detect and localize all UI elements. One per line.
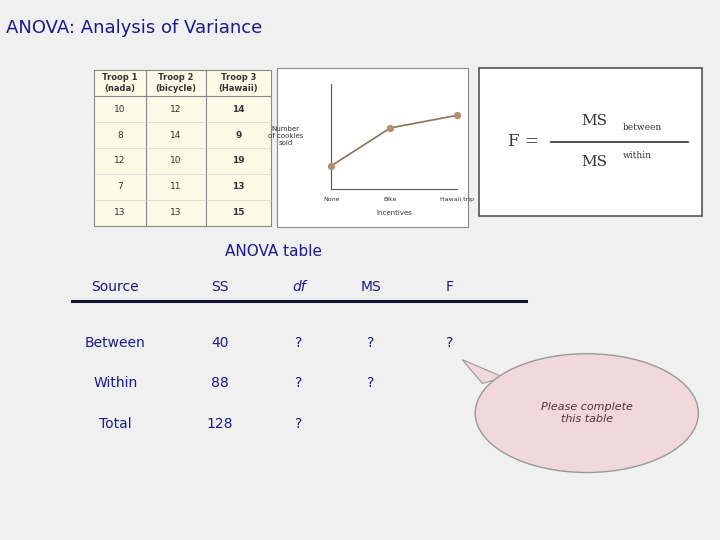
Text: 128: 128 [207,417,233,431]
Point [325,161,337,170]
Text: Hawaii trip: Hawaii trip [440,197,474,202]
Text: 12: 12 [114,157,125,165]
Text: 19: 19 [232,157,245,165]
Text: 13: 13 [232,183,245,191]
Text: F: F [446,280,454,294]
Text: Bike: Bike [384,197,397,202]
Text: 11: 11 [171,183,181,191]
Text: Incentives: Incentives [377,210,412,215]
Text: Troop 1
(nada): Troop 1 (nada) [102,73,138,93]
Text: ?: ? [295,336,302,350]
Text: ?: ? [295,376,302,390]
Text: 9: 9 [235,131,241,139]
Text: 14: 14 [232,105,245,113]
Text: ?: ? [367,336,374,350]
Text: Troop 3
(Hawaii): Troop 3 (Hawaii) [218,73,258,93]
Text: ANOVA table: ANOVA table [225,244,322,259]
Text: 7: 7 [117,183,122,191]
Text: MS: MS [361,280,381,294]
Text: 88: 88 [211,376,228,390]
Text: MS: MS [581,156,607,169]
Text: Within: Within [93,376,138,390]
Text: 13: 13 [171,208,181,217]
Text: ?: ? [295,417,302,431]
FancyBboxPatch shape [479,68,702,216]
Text: ANOVA: Analysis of Variance: ANOVA: Analysis of Variance [6,19,262,37]
Text: F =: F = [508,133,539,150]
Text: within: within [623,151,652,160]
Text: 40: 40 [211,336,228,350]
Text: 14: 14 [171,131,181,139]
Point [451,111,463,120]
Text: SS: SS [211,280,228,294]
Text: Please complete
this table: Please complete this table [541,402,633,424]
Text: MS: MS [581,114,607,128]
Point [384,124,396,132]
Text: 10: 10 [114,105,125,113]
Text: df: df [292,280,305,294]
Text: Troop 2
(bicycle): Troop 2 (bicycle) [156,73,197,93]
Polygon shape [462,360,504,383]
Text: Total: Total [99,417,132,431]
FancyBboxPatch shape [94,70,271,226]
FancyBboxPatch shape [277,68,468,227]
Text: ?: ? [446,336,454,350]
Ellipse shape [475,354,698,472]
Text: 13: 13 [114,208,125,217]
Text: 8: 8 [117,131,122,139]
Text: between: between [623,123,662,132]
Text: 15: 15 [232,208,245,217]
Text: Between: Between [85,336,145,350]
Text: Source: Source [91,280,139,294]
Text: ?: ? [367,376,374,390]
Text: None: None [323,197,339,202]
Text: 10: 10 [171,157,181,165]
Text: 12: 12 [171,105,181,113]
Text: Number
of cookies
sold: Number of cookies sold [268,126,304,146]
